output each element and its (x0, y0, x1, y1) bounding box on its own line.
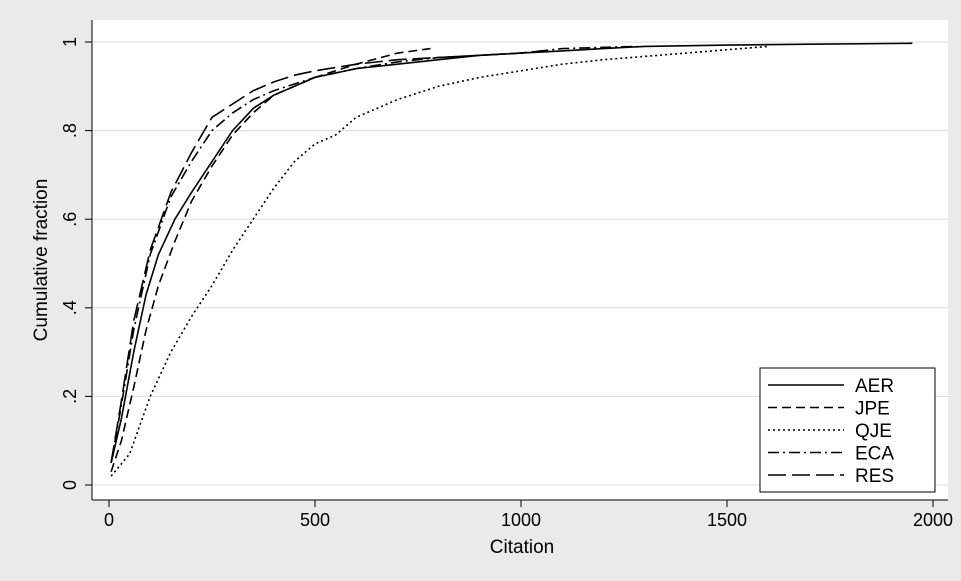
series-line-jpe (110, 47, 431, 472)
legend-label-res: RES (855, 466, 894, 487)
y-tick-label: 1 (60, 37, 80, 47)
axes: 0 .2 .4 .6 .8 1 0 500 1000 1500 2000 (60, 20, 953, 530)
gridlines (92, 41, 948, 486)
series-line-eca (110, 45, 637, 464)
y-tick-label: .4 (60, 300, 80, 315)
legend-label-eca: ECA (855, 444, 894, 465)
y-tick-label: .8 (60, 123, 80, 138)
y-tick-label: .2 (60, 389, 80, 404)
y-tick-label: .6 (60, 212, 80, 227)
legend-box (759, 367, 936, 493)
series-line-res (110, 50, 542, 464)
x-tick-label: 1000 (501, 510, 541, 530)
legend-label-qje: QJE (855, 421, 892, 442)
legend-label-jpe: JPE (855, 399, 890, 420)
y-axis-title: Cumulative fraction (31, 179, 52, 342)
x-axis-title: Citation (490, 537, 554, 558)
x-tick-label: 500 (300, 510, 330, 530)
x-tick-label: 1500 (707, 510, 747, 530)
x-tick-label: 0 (104, 510, 114, 530)
series-lines (110, 42, 913, 477)
x-tick-label: 2000 (913, 510, 953, 530)
legend-label-aer: AER (855, 376, 894, 397)
y-tick-label: 0 (60, 480, 80, 490)
